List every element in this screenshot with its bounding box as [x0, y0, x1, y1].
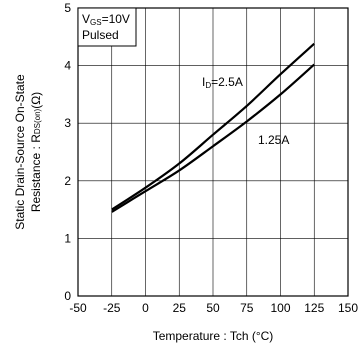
y-tick-label: 2 — [64, 174, 71, 188]
y-tick-label: 0 — [64, 289, 71, 303]
y-axis-label-sub: DS(on) — [33, 108, 42, 134]
x-tick-labels: -50 -25 0 25 50 75 100 125 150 — [69, 301, 358, 315]
x-tick-label: 50 — [206, 301, 220, 315]
x-tick-label: 150 — [338, 301, 358, 315]
x-tick-label: 100 — [270, 301, 290, 315]
y-axis-label-suffix: (Ω) — [29, 92, 43, 109]
x-tick-label: 25 — [173, 301, 187, 315]
grid-lines — [78, 8, 348, 296]
series-label-2-5a-sub: D — [205, 81, 211, 90]
legend-vgs-sub: GS — [90, 18, 102, 27]
x-axis-label: Temperature : Tch (°C) — [153, 329, 274, 343]
y-axis-label: Static Drain-Source On-State Resistance … — [13, 74, 43, 230]
x-tick-label: 0 — [142, 301, 149, 315]
series-label-1-25a: 1.25A — [258, 133, 289, 147]
y-tick-labels: 0 1 2 3 4 5 — [64, 1, 71, 303]
series-label-2-5a-rest: =2.5A — [211, 75, 243, 89]
legend-pulsed: Pulsed — [82, 28, 119, 42]
x-tick-label: -25 — [103, 301, 121, 315]
series-label-2-5a-main: I — [202, 75, 205, 89]
x-tick-label: -50 — [69, 301, 87, 315]
y-axis-label-line1: Static Drain-Source On-State — [13, 74, 27, 230]
x-tick-label: 75 — [240, 301, 254, 315]
series-line-0 — [111, 42, 315, 211]
x-tick-label: 125 — [304, 301, 324, 315]
y-axis-label-line2: Resistance : RDS(on)(Ω) — [29, 92, 43, 212]
legend-vgs-main: V — [82, 12, 90, 26]
y-axis-label-prefix: Resistance : R — [29, 134, 43, 212]
legend-box — [77, 7, 137, 47]
y-tick-label: 3 — [64, 116, 71, 130]
y-tick-label: 5 — [64, 1, 71, 15]
series-label-2-5a: ID=2.5A — [202, 75, 243, 90]
series-curves — [111, 42, 315, 213]
y-tick-label: 1 — [64, 231, 71, 245]
legend-vgs-rest: =10V — [102, 12, 130, 26]
y-tick-label: 4 — [64, 59, 71, 73]
legend-vgs: VGS=10V — [82, 12, 130, 27]
series-line-1 — [111, 63, 315, 213]
plot-frame — [77, 7, 349, 297]
